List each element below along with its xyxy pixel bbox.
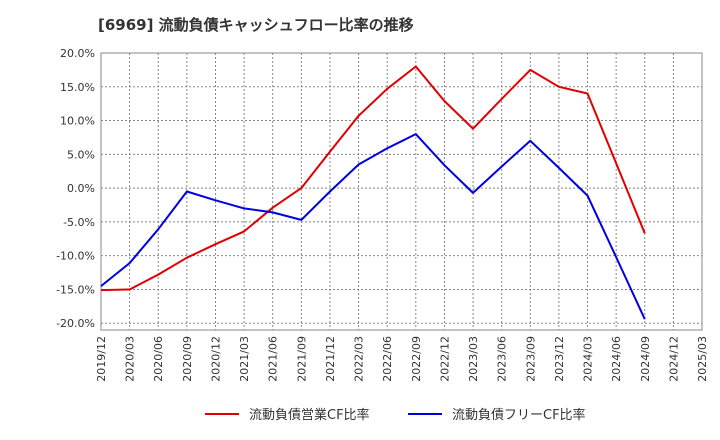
x-tick-label: 2022/12	[438, 336, 451, 382]
x-tick-label: 2020/03	[124, 336, 137, 382]
x-tick-label: 2022/09	[410, 336, 423, 382]
legend-swatch-series-2	[408, 412, 442, 415]
x-tick-label: 2021/09	[295, 336, 308, 382]
x-tick-label: 2024/03	[582, 336, 595, 382]
y-axis-ticks: 20.0% 15.0% 10.0% 5.0% 0.0% -5.0% -10.0% -15.0%…	[56, 47, 95, 330]
legend-item-series-1: 流動負債営業CF比率	[205, 404, 370, 423]
legend-label-series-1: 流動負債営業CF比率	[249, 408, 370, 423]
chart-title: [6969] 流動負債キャッシュフロー比率の推移	[98, 16, 414, 34]
x-tick-label: 2020/12	[209, 336, 222, 382]
series-lines	[100, 65, 646, 320]
y-tick-label: -5.0%	[63, 216, 95, 229]
x-tick-label: 2024/09	[639, 336, 652, 382]
x-axis-ticks: 2019/12 2020/03 2020/06 2020/09 2020/12 2021/…	[95, 336, 709, 382]
x-tick-label: 2020/09	[181, 336, 194, 382]
series-line-1	[100, 65, 646, 292]
x-tick-label: 2021/03	[238, 336, 251, 382]
x-tick-label: 2024/12	[667, 336, 680, 382]
x-tick-label: 2023/03	[467, 336, 480, 382]
x-tick-label: 2025/03	[696, 336, 709, 382]
legend-swatch-series-1	[205, 412, 239, 415]
legend-item-series-2: 流動負債フリーCF比率	[408, 404, 586, 423]
x-tick-label: 2019/12	[95, 336, 108, 382]
y-tick-label: 20.0%	[60, 47, 95, 60]
x-tick-label: 2021/06	[267, 336, 280, 382]
x-tick-label: 2020/06	[152, 336, 165, 382]
x-tick-label: 2024/06	[610, 336, 623, 382]
y-tick-label: 0.0%	[67, 182, 95, 195]
y-tick-label: -10.0%	[56, 250, 95, 263]
legend: 流動負債営業CF比率 流動負債フリーCF比率	[0, 404, 720, 428]
x-tick-label: 2023/06	[496, 336, 509, 382]
x-tick-label: 2021/12	[324, 336, 337, 382]
x-tick-label: 2023/09	[524, 336, 537, 382]
legend-label-series-2: 流動負債フリーCF比率	[452, 408, 586, 423]
x-tick-label: 2023/12	[553, 336, 566, 382]
x-tick-label: 2022/06	[381, 336, 394, 382]
y-tick-label: -20.0%	[56, 317, 95, 330]
y-tick-label: 15.0%	[60, 81, 95, 94]
series-line-2	[100, 133, 646, 320]
y-tick-label: 5.0%	[67, 148, 95, 161]
y-tick-label: -15.0%	[56, 283, 95, 296]
x-tick-label: 2022/03	[353, 336, 366, 382]
y-tick-label: 10.0%	[60, 115, 95, 128]
plot-area	[100, 52, 703, 331]
gridlines	[101, 53, 702, 330]
